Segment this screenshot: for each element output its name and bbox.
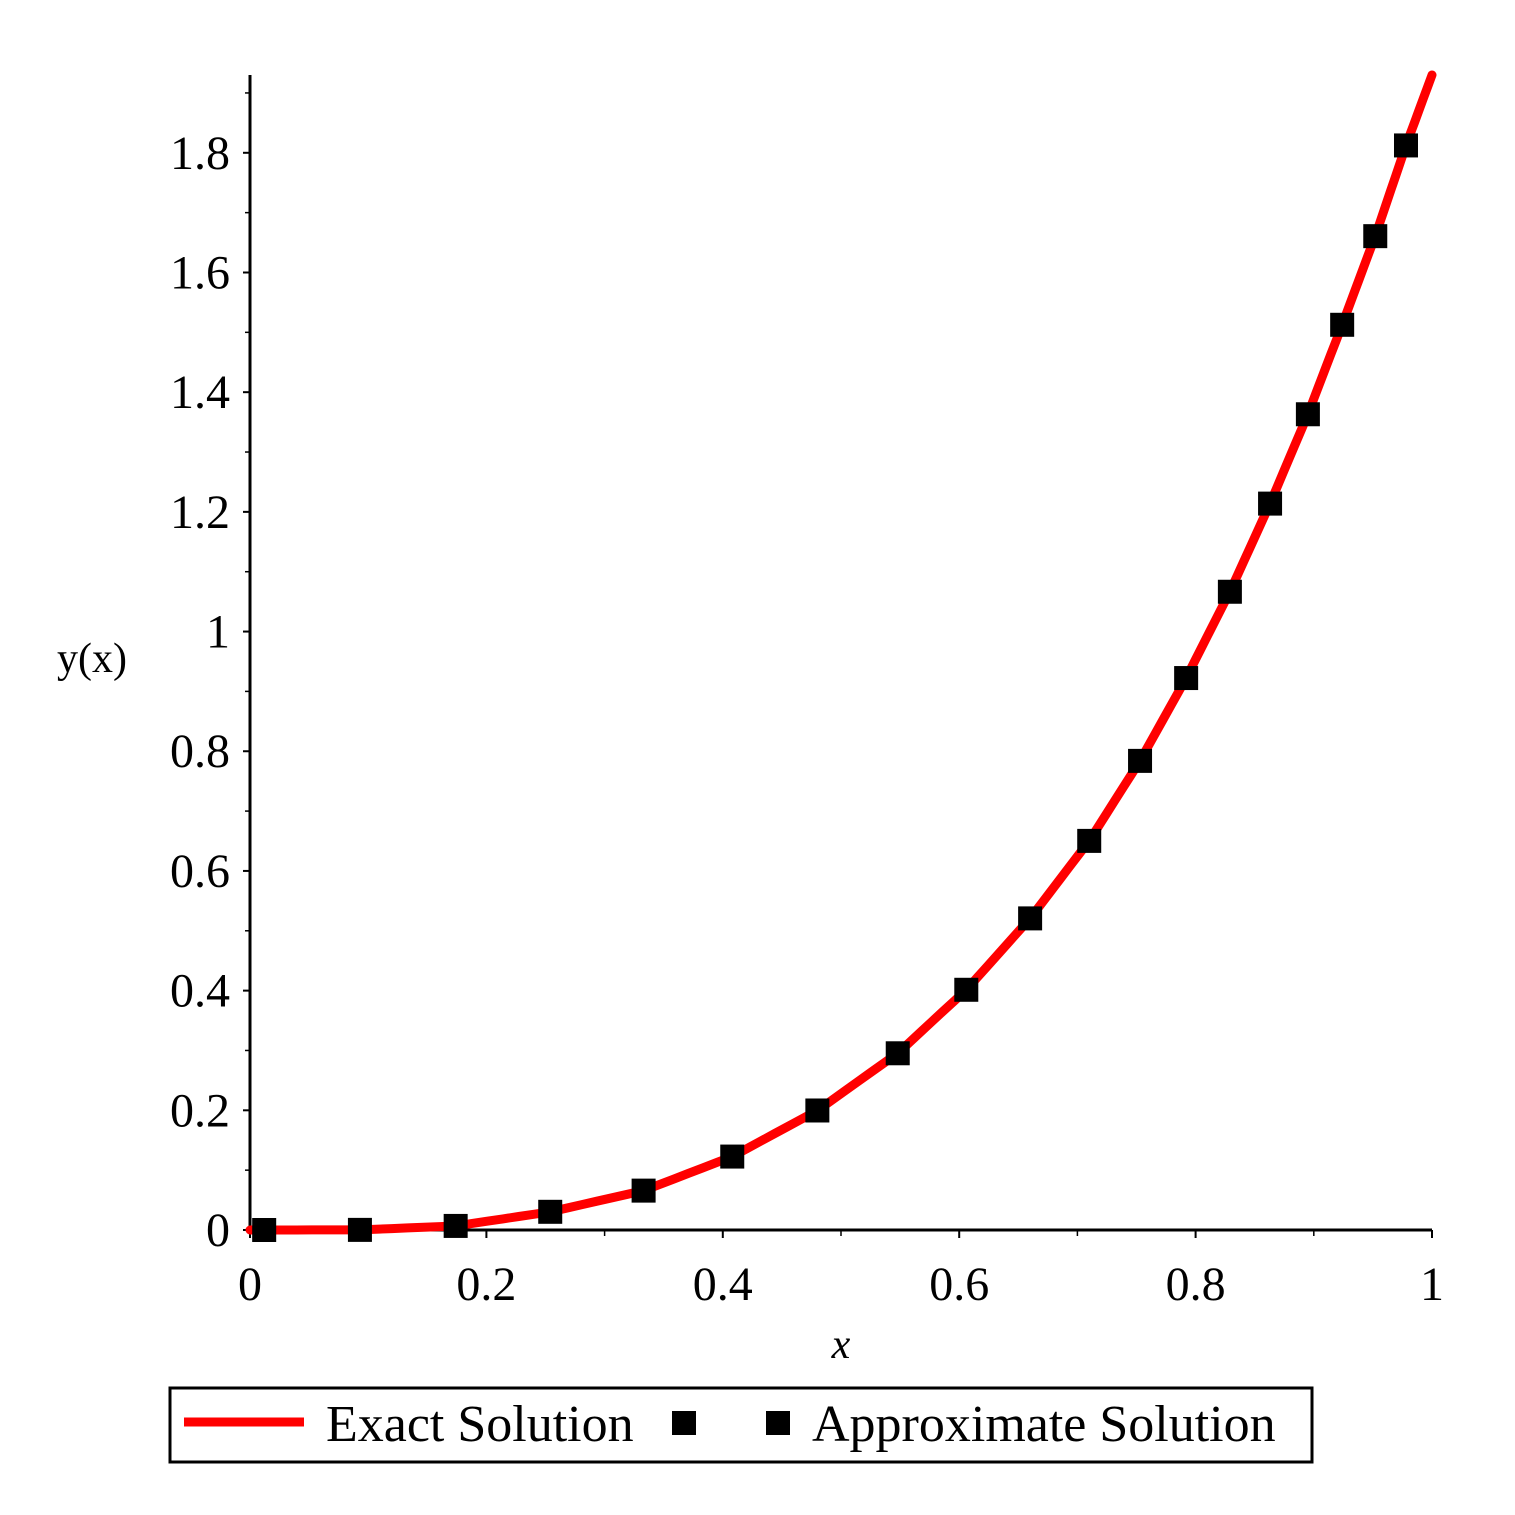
approx-solution-point [805,1098,830,1123]
series-markers-approximate-solution [252,133,1418,1242]
approx-solution-point [1174,666,1199,691]
y-tick-label: 1.6 [170,246,230,299]
approx-solution-point [1363,224,1388,249]
legend-label-approximate-solution: Approximate Solution [812,1396,1276,1453]
approx-solution-point [885,1041,910,1066]
y-axis-title: y(x) [57,636,127,682]
legend: Exact Solution Approximate Solution [168,1386,1314,1464]
y-tick-label: 0 [206,1204,230,1257]
y-tick-label: 1.8 [170,127,230,180]
approx-solution-point [1077,828,1102,853]
y-tick-label: 1 [206,606,230,659]
x-tick-label: 1 [1420,1258,1444,1311]
x-tick-label: 0.8 [1166,1258,1226,1311]
approx-solution-point [1018,906,1043,931]
approx-solution-point [252,1218,277,1242]
y-tick-label: 0.4 [170,965,230,1018]
x-tick-label: 0.4 [693,1258,753,1311]
y-tick-labels: 0 0.2 0.4 0.6 0.8 1 1.2 1.4 1.6 1.8 [170,127,230,1257]
y-tick-label: 1.2 [170,486,230,539]
approx-solution-point [538,1199,563,1224]
x-tick-label: 0 [238,1258,262,1311]
x-axis-title: x [831,1322,851,1368]
legend-box [168,1386,1314,1464]
y-tick-label: 0.2 [170,1084,230,1137]
approx-solution-point [1217,579,1242,604]
legend-swatch-approximate-solution-right [766,1411,790,1435]
approx-solution-point [1258,491,1283,516]
x-tick-label: 0.6 [929,1258,989,1311]
approx-solution-point [1295,402,1320,427]
approx-solution-point [720,1144,745,1169]
approx-solution-point [954,977,979,1002]
x-tick-label: 0.2 [456,1258,516,1311]
y-tick-label: 0.6 [170,845,230,898]
series-line-exact-solution [245,70,1437,1235]
y-tick-label: 0.8 [170,725,230,778]
approx-solution-point [1330,312,1355,337]
legend-label-exact-solution: Exact Solution [326,1396,634,1453]
legend-swatch-approximate-solution-left [672,1411,696,1435]
y-tick-label: 1.4 [170,366,230,419]
approx-solution-point [443,1213,468,1238]
approx-solution-point [347,1217,372,1242]
x-tick-labels: 0 0.2 0.4 0.6 0.8 1 [238,1258,1444,1311]
approx-solution-point [1128,748,1153,773]
approx-solution-point [1393,133,1418,158]
approx-solution-point [631,1178,656,1203]
